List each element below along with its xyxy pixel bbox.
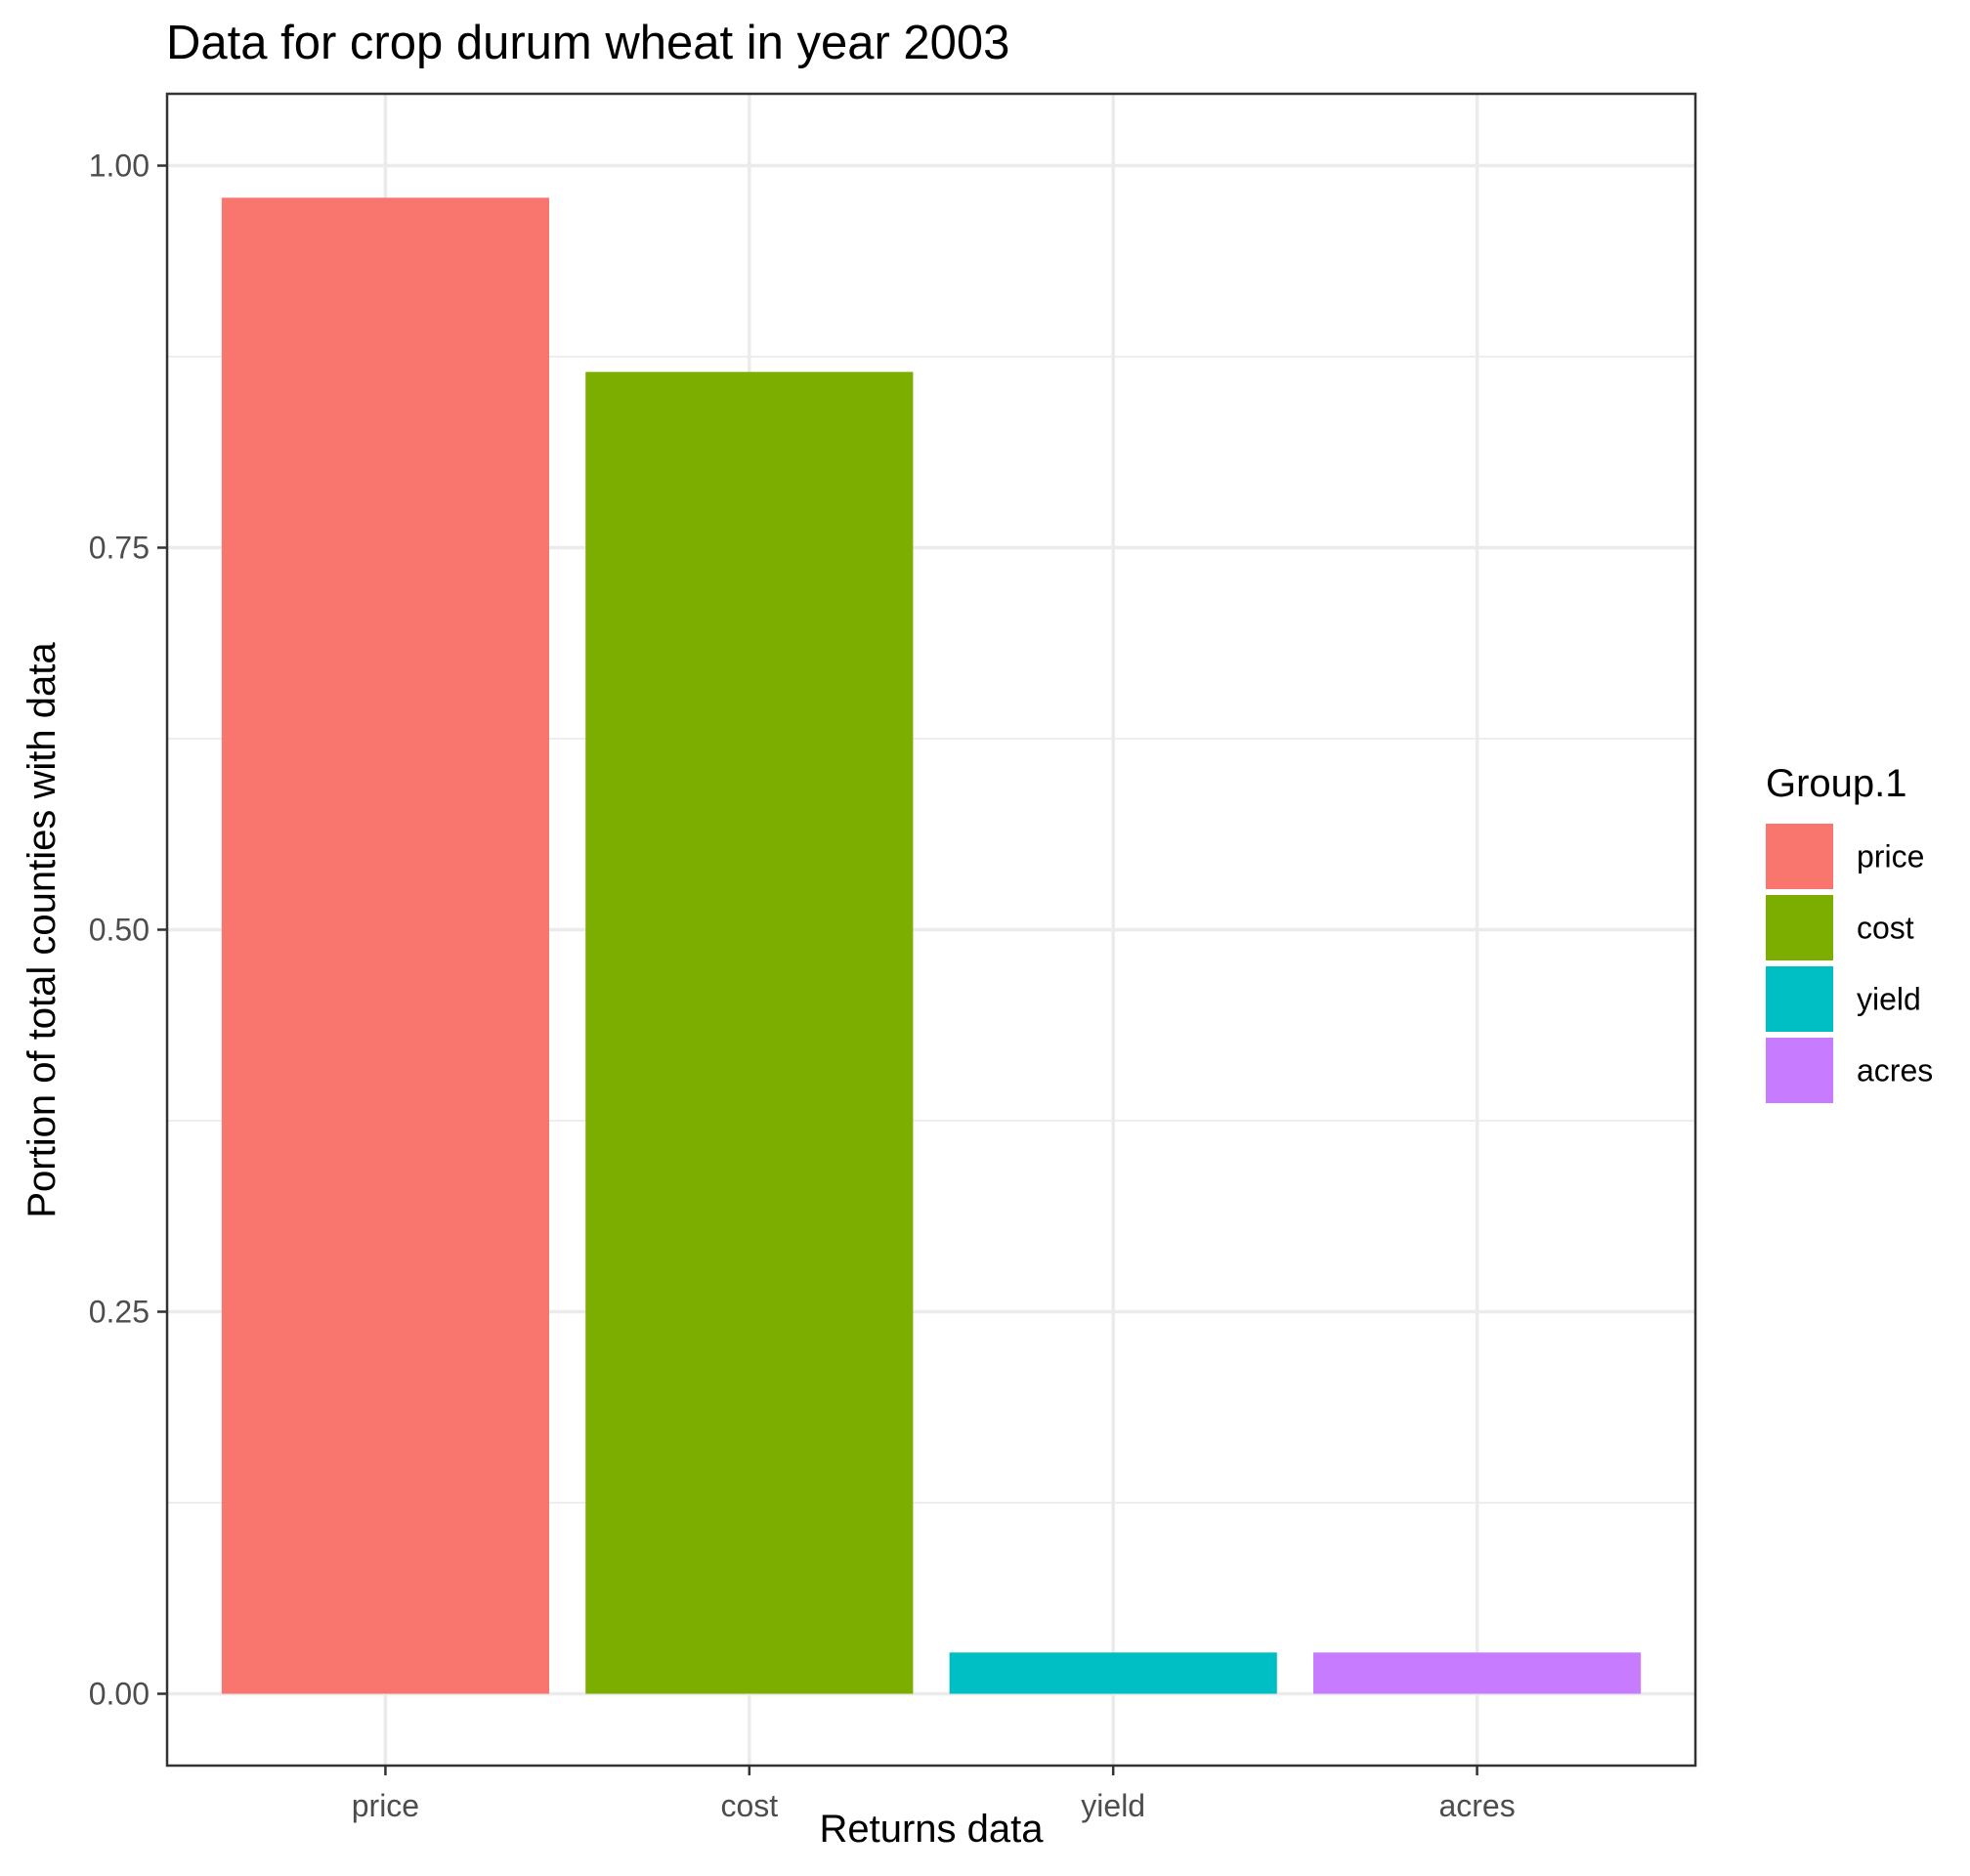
x-tick-label: acres — [1438, 1788, 1515, 1823]
x-axis-title: Returns data — [819, 1808, 1044, 1851]
y-tick-label: 0.00 — [89, 1676, 150, 1711]
x-axis: price cost yield acres — [352, 1766, 1516, 1823]
y-tick-label: 0.25 — [89, 1294, 150, 1329]
legend-label: price — [1857, 839, 1924, 874]
legend-key-cost — [1766, 895, 1833, 960]
y-tick-label: 0.75 — [89, 531, 150, 566]
y-tick-label: 1.00 — [89, 149, 150, 184]
legend-key-acres — [1766, 1038, 1833, 1103]
x-tick-label: cost — [720, 1788, 778, 1823]
x-tick-label: price — [352, 1788, 419, 1823]
bar-cost — [585, 371, 914, 1694]
chart-title: Data for crop durum wheat in year 2003 — [166, 17, 1009, 69]
plot-panel — [165, 92, 1697, 1768]
legend-label: cost — [1857, 911, 1914, 946]
legend-key-price — [1766, 824, 1833, 889]
y-axis: 0.00 0.25 0.50 0.75 1.00 — [89, 149, 167, 1711]
bar-acres — [1313, 1652, 1642, 1694]
x-tick-label: yield — [1081, 1788, 1145, 1823]
legend-key-yield — [1766, 966, 1833, 1032]
legend-label: yield — [1857, 982, 1921, 1017]
bar-yield — [949, 1652, 1277, 1694]
legend-label: acres — [1857, 1053, 1933, 1088]
legend: Group.1 price cost yield acres — [1766, 762, 1933, 1103]
legend-items: price cost yield acres — [1766, 824, 1933, 1103]
y-axis-title: Portion of total counties with data — [21, 642, 64, 1218]
y-tick-label: 0.50 — [89, 913, 150, 948]
bar-price — [221, 197, 549, 1694]
bars — [221, 197, 1642, 1694]
legend-title: Group.1 — [1766, 762, 1907, 805]
